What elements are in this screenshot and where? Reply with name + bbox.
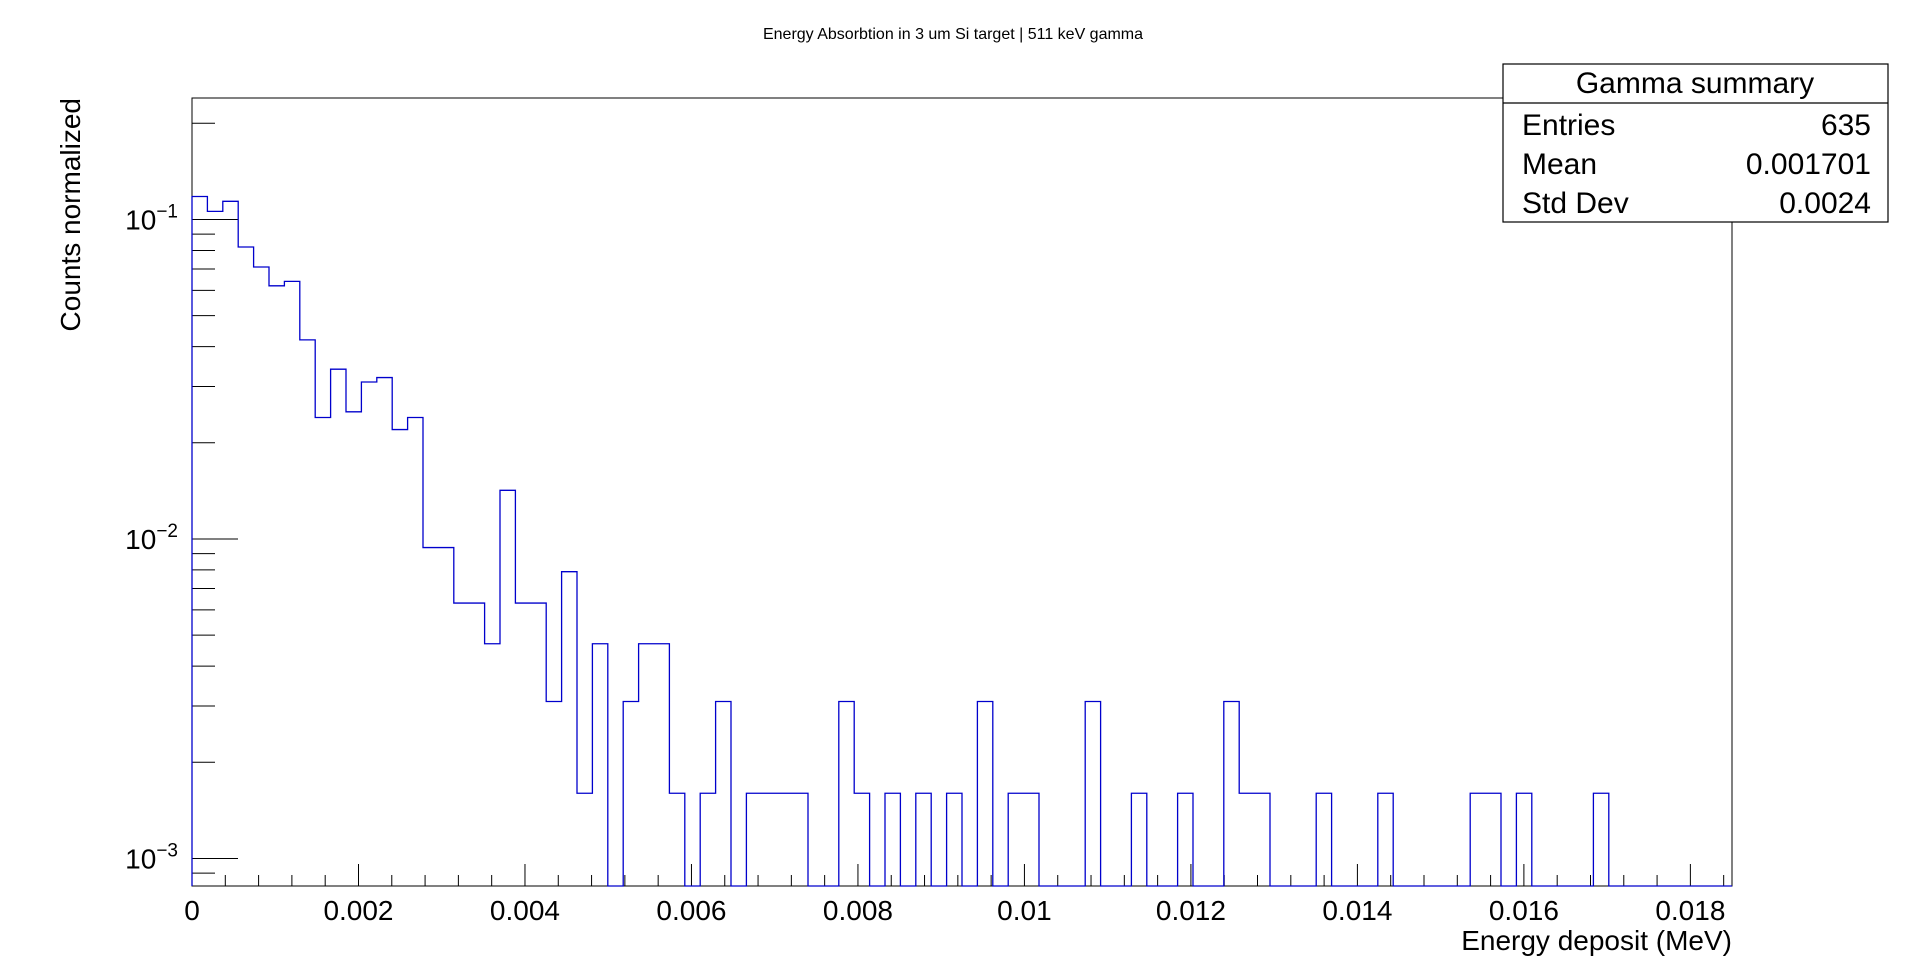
histogram-bin [346, 412, 361, 886]
histogram-bin [546, 701, 561, 886]
y-tick-label: 10−3 [125, 840, 178, 874]
histogram-bin [315, 417, 330, 886]
stats-value-entries: 635 [1821, 109, 1871, 142]
stats-box-frame [1502, 63, 1889, 223]
histogram-bin [269, 286, 284, 886]
histogram-bin [885, 793, 900, 886]
histogram-bins [192, 197, 1609, 886]
histogram-bin [592, 644, 607, 886]
histogram-bin [1486, 793, 1501, 886]
y-tick-label: 10−2 [125, 521, 178, 555]
histogram-bin [1024, 793, 1039, 886]
histogram-bin [192, 197, 207, 886]
histogram-bin [1316, 793, 1331, 886]
histogram-bin [454, 603, 469, 886]
histogram-bin [977, 701, 992, 886]
histogram-bin [1239, 793, 1254, 886]
histogram-bin [392, 430, 407, 886]
histogram-bin [515, 603, 530, 886]
histogram-bin [331, 369, 346, 886]
histogram-bin [1085, 701, 1100, 886]
x-axis-label: Energy deposit (MeV) [1461, 925, 1732, 956]
stats-value-mean: 0.001701 [1746, 148, 1871, 181]
histogram-bin [1516, 793, 1531, 886]
histogram-bin [1131, 793, 1146, 886]
histogram-bin [485, 644, 500, 886]
x-tick-label: 0.008 [823, 895, 893, 926]
y-axis: 10−1 10−2 10−3 [125, 122, 238, 874]
histogram-bin [762, 793, 777, 886]
histogram-bin [716, 701, 731, 886]
stats-label-mean: Mean [1522, 148, 1597, 181]
histogram-bin [916, 793, 931, 886]
x-tick-label: 0.018 [1655, 895, 1725, 926]
x-tick-label: 0.006 [656, 895, 726, 926]
histogram-bin [531, 603, 546, 886]
x-tick-label: 0.01 [997, 895, 1052, 926]
histogram-bin [1470, 793, 1485, 886]
y-tick-label: 10−1 [125, 201, 178, 235]
histogram-bin [1178, 793, 1193, 886]
histogram-bin [223, 201, 238, 886]
histogram-bin [1255, 793, 1270, 886]
histogram-bin [500, 490, 515, 886]
histogram-bin [254, 267, 269, 886]
histogram-bin [207, 211, 222, 886]
histogram-bin [469, 603, 484, 886]
x-tick-label: 0.016 [1489, 895, 1559, 926]
stats-value-stddev: 0.0024 [1779, 187, 1871, 220]
histogram-bin [1378, 793, 1393, 886]
histogram-bin [777, 793, 792, 886]
x-tick-label: 0.012 [1156, 895, 1226, 926]
histogram-bin [746, 793, 761, 886]
x-tick-label: 0.002 [323, 895, 393, 926]
stats-box-title: Gamma summary [1576, 67, 1814, 100]
histogram-bin [700, 793, 715, 886]
histogram-bin [300, 340, 315, 886]
histogram-bin [562, 572, 577, 886]
x-tick-label: 0.004 [490, 895, 560, 926]
histogram-bin [793, 793, 808, 886]
histogram-bin [438, 548, 453, 886]
histogram-series-line [191, 195, 1732, 887]
x-axis: 0 0.002 0.004 0.006 0.008 0.01 0.012 0.014 0.016… [184, 864, 1725, 926]
histogram-bin [408, 417, 423, 886]
histogram-bin [577, 793, 592, 886]
chart-title: Energy Absorbtion in 3 um Si target | 51… [763, 26, 1143, 43]
histogram-bin [947, 793, 962, 886]
y-axis-label: Counts normalized [55, 98, 86, 331]
x-tick-label: 0 [184, 895, 200, 926]
histogram-bin [654, 644, 669, 886]
histogram-bin [1593, 793, 1608, 886]
histogram-bin [361, 382, 376, 886]
histogram-bin [1224, 701, 1239, 886]
stats-label-stddev: Std Dev [1522, 187, 1629, 220]
x-tick-label: 0.014 [1322, 895, 1392, 926]
histogram-bin [639, 644, 654, 886]
histogram-bin [284, 281, 299, 886]
stats-label-entries: Entries [1522, 109, 1615, 142]
histogram-bin [423, 548, 438, 886]
histogram-bin [377, 378, 392, 886]
stats-box: Gamma summary Entries 635 Mean 0.001701 … [1502, 63, 1889, 223]
histogram-bin [839, 701, 854, 886]
histogram-bin [854, 793, 869, 886]
histogram-bin [238, 247, 253, 886]
histogram-bin [623, 701, 638, 886]
histogram-bin [1008, 793, 1023, 886]
histogram-bin [669, 793, 684, 886]
